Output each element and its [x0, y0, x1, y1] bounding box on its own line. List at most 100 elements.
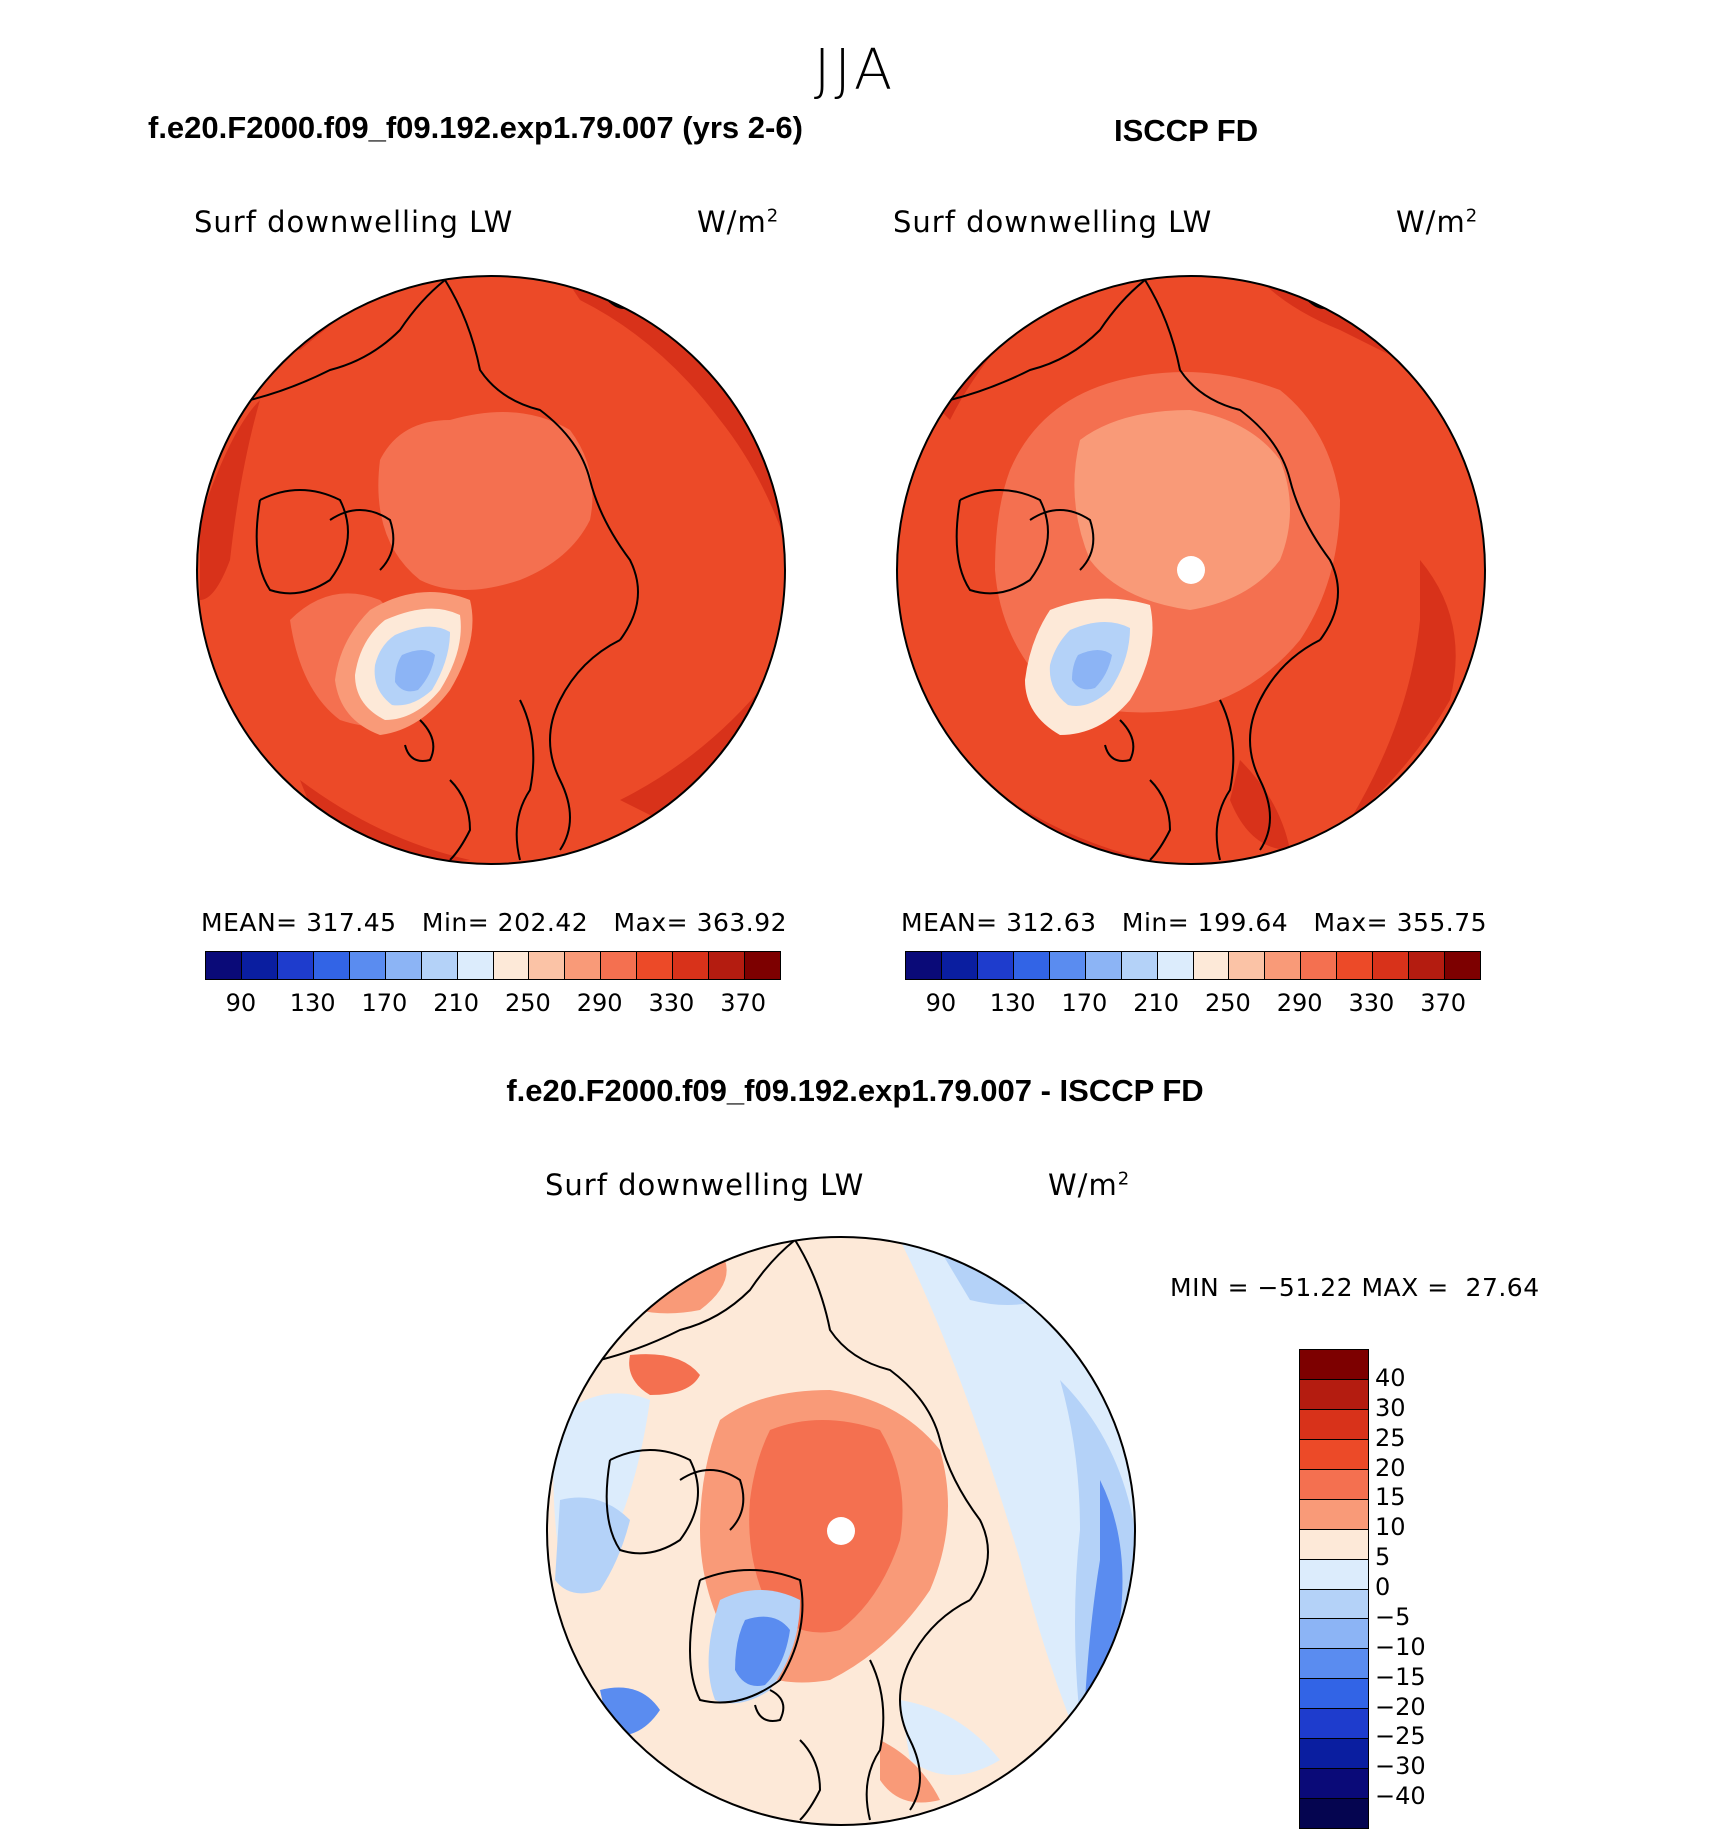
colorbar-swatch: [241, 952, 278, 979]
colorbar-swatch: [277, 952, 314, 979]
colorbar-swatch: [1337, 952, 1374, 979]
colorbar-swatch: [206, 952, 242, 979]
map-region-dneg2: [735, 1616, 790, 1686]
diff-colorbar-swatch: [1300, 1709, 1368, 1740]
diff-units-label: W/m2: [1048, 1168, 1131, 1202]
map-region-dpos2: [880, 1740, 940, 1803]
diff-colorbar-label: −30: [1375, 1752, 1426, 1781]
colorbar-tick-label: 90: [925, 989, 957, 1017]
colorbar-tick-label: 330: [1348, 989, 1395, 1017]
diff-colorbar-label: −40: [1375, 1782, 1426, 1811]
colorbar-swatch: [529, 952, 566, 979]
colorbar-swatch: [385, 952, 422, 979]
diff-colorbar-swatch: [1300, 1649, 1368, 1680]
diff-colorbar-swatch: [1300, 1499, 1368, 1530]
colorbar-swatch: [906, 952, 942, 979]
map-region-outer: [200, 400, 260, 600]
map-region-dneg3: [900, 1700, 1000, 1775]
diff-colorbar-label: 30: [1375, 1393, 1406, 1422]
colorbar-swatch: [349, 952, 386, 979]
diff-colorbar-label: 15: [1375, 1483, 1406, 1512]
colorbar-swatch: [1085, 952, 1122, 979]
model-colorbar: [205, 951, 781, 980]
colorbar-tick-label: 250: [504, 989, 551, 1017]
obs-title: ISCCP FD: [1114, 113, 1259, 148]
colorbar-swatch: [1193, 952, 1230, 979]
diff-colorbar-label: 40: [1375, 1363, 1406, 1392]
colorbar-swatch: [1229, 952, 1266, 979]
diff-variable-label: Surf downwelling LW: [545, 1168, 865, 1202]
obs-units-label: W/m2: [1396, 205, 1479, 239]
colorbar-tick-label: 290: [576, 989, 623, 1017]
map-region-dneg2: [1085, 1480, 1123, 1700]
colorbar-tick-label: 370: [1420, 989, 1467, 1017]
diff-colorbar: [1299, 1349, 1369, 1829]
obs-colorbar: [905, 951, 1481, 980]
diff-colorbar-swatch: [1300, 1619, 1368, 1650]
map-region-pole: [1074, 410, 1290, 610]
colorbar-swatch: [1409, 952, 1446, 979]
diff-colorbar-swatch: [1300, 1439, 1368, 1470]
diff-colorbar-label: 0: [1375, 1573, 1391, 1601]
map-region-inner: [378, 412, 593, 590]
season-title: JJA: [813, 38, 897, 103]
colorbar-tick-label: 370: [720, 989, 767, 1017]
model-units-label: W/m2: [697, 205, 780, 239]
colorbar-swatch: [673, 952, 710, 979]
diff-colorbar-label: 25: [1375, 1423, 1406, 1452]
diff-colorbar-swatch: [1300, 1679, 1368, 1710]
colorbar-swatch: [565, 952, 602, 979]
diff-colorbar-label: 5: [1375, 1543, 1391, 1572]
diff-colorbar-swatch: [1300, 1529, 1368, 1560]
map-region-dpos2: [600, 1240, 727, 1314]
colorbar-swatch: [1049, 952, 1086, 979]
colorbar-tick-label: 210: [1133, 989, 1180, 1017]
colorbar-swatch: [313, 952, 350, 979]
colorbar-tick-label: 130: [989, 989, 1036, 1017]
map-region-dneg: [555, 1497, 630, 1594]
colorbar-swatch: [977, 952, 1014, 979]
colorbar-tick-label: 330: [648, 989, 695, 1017]
map-region-outer: [1230, 760, 1290, 850]
colorbar-swatch: [745, 952, 780, 979]
map-region-gdeep: [395, 650, 435, 692]
diff-title: f.e20.F2000.f09_f09.192.exp1.79.007 - IS…: [506, 1073, 1204, 1108]
model-polar-map: [197, 276, 785, 864]
diff-colorbar-swatch: [1300, 1379, 1368, 1410]
colorbar-swatch: [709, 952, 746, 979]
diff-colorbar-swatch: [1300, 1469, 1368, 1500]
model-stats: MEAN= 317.45 Min= 202.42 Max= 363.92: [201, 908, 788, 937]
model-case-title: f.e20.F2000.f09_f09.192.exp1.79.007 (yrs…: [148, 110, 803, 145]
model-variable-label: Surf downwelling LW: [194, 205, 514, 239]
colorbar-swatch: [1157, 952, 1194, 979]
colorbar-tick-label: 250: [1204, 989, 1251, 1017]
colorbar-tick-label: 210: [433, 989, 480, 1017]
diff-colorbar-label: −20: [1375, 1692, 1426, 1721]
colorbar-swatch: [1121, 952, 1158, 979]
colorbar-swatch: [457, 952, 494, 979]
diff-colorbar-swatch: [1300, 1409, 1368, 1440]
diff-colorbar-label: 10: [1375, 1513, 1406, 1542]
colorbar-tick-label: 170: [361, 989, 408, 1017]
diff-colorbar-swatch: [1300, 1799, 1368, 1828]
diff-colorbar-label: −15: [1375, 1662, 1426, 1691]
colorbar-tick-label: 170: [1061, 989, 1108, 1017]
diff-colorbar-label: −25: [1375, 1722, 1426, 1751]
colorbar-swatch: [1013, 952, 1050, 979]
diff-colorbar-swatch: [1300, 1739, 1368, 1770]
diff-minmax: MIN = −51.22 MAX = 27.64: [1170, 1273, 1540, 1302]
map-region-outer: [1350, 560, 1456, 820]
colorbar-swatch: [637, 952, 674, 979]
colorbar-tick-label: 290: [1276, 989, 1323, 1017]
colorbar-tick-label: 130: [289, 989, 336, 1017]
diff-colorbar-label: −5: [1375, 1602, 1411, 1631]
colorbar-swatch: [1445, 952, 1480, 979]
colorbar-tick-label: 90: [225, 989, 257, 1017]
diff-polar-map: [547, 1237, 1135, 1825]
colorbar-swatch: [1373, 952, 1410, 979]
diff-colorbar-swatch: [1300, 1559, 1368, 1590]
colorbar-swatch: [421, 952, 458, 979]
map-region-gdeep: [1072, 650, 1112, 690]
colorbar-swatch: [941, 952, 978, 979]
